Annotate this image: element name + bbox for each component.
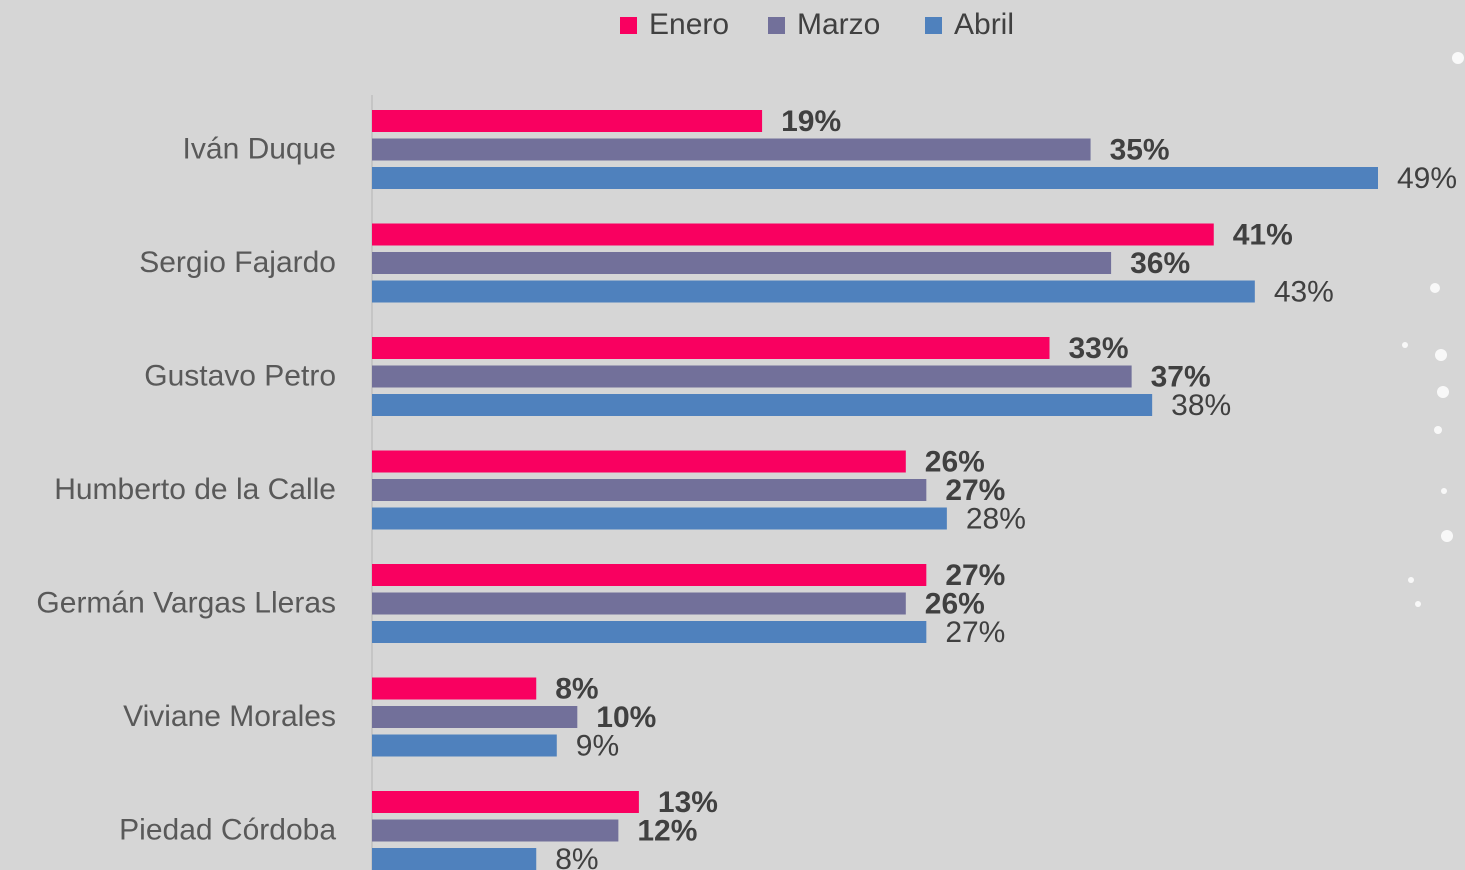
bar xyxy=(372,337,1050,359)
value-label: 41% xyxy=(1233,218,1293,251)
bar xyxy=(372,365,1132,388)
value-label: 8% xyxy=(555,672,598,705)
decoration xyxy=(1402,52,1464,607)
bar xyxy=(372,167,1378,189)
value-label: 37% xyxy=(1151,360,1211,393)
value-label: 49% xyxy=(1397,162,1457,195)
bar xyxy=(372,791,639,813)
bar xyxy=(372,706,578,728)
value-label: 27% xyxy=(945,616,1005,649)
bar xyxy=(372,110,763,132)
legend-label: Abril xyxy=(954,8,1014,41)
value-label: 19% xyxy=(781,105,841,138)
value-label: 27% xyxy=(945,559,1005,592)
value-label: 35% xyxy=(1110,133,1170,166)
value-label: 8% xyxy=(555,843,598,870)
value-label: 27% xyxy=(945,474,1005,507)
bar xyxy=(372,621,927,643)
bar xyxy=(372,848,537,870)
bar xyxy=(372,592,906,615)
bar xyxy=(372,138,1091,161)
bar xyxy=(372,507,947,530)
value-label: 9% xyxy=(576,729,619,762)
bar xyxy=(372,479,927,501)
bar xyxy=(372,394,1153,416)
value-label: 26% xyxy=(925,587,985,620)
category-label: Iván Duque xyxy=(183,132,336,165)
bar xyxy=(372,819,619,842)
value-label: 43% xyxy=(1274,275,1334,308)
legend-label: Marzo xyxy=(797,8,880,41)
bar xyxy=(372,280,1255,303)
value-label: 33% xyxy=(1069,332,1129,365)
bar xyxy=(372,450,906,473)
value-label: 12% xyxy=(637,814,697,847)
bar xyxy=(372,252,1112,274)
category-label: Humberto de la Calle xyxy=(54,473,336,506)
legend-swatch xyxy=(925,17,942,34)
bar xyxy=(372,564,927,586)
category-label: Germán Vargas Lleras xyxy=(36,586,336,619)
legend-swatch xyxy=(768,17,785,34)
value-label: 10% xyxy=(596,701,656,734)
bar xyxy=(372,734,557,757)
category-label: Viviane Morales xyxy=(123,700,336,733)
value-label: 38% xyxy=(1171,389,1231,422)
category-label: Gustavo Petro xyxy=(144,359,336,392)
category-label: Sergio Fajardo xyxy=(139,246,336,279)
legend-label: Enero xyxy=(649,8,729,41)
category-label: Piedad Córdoba xyxy=(119,813,336,846)
value-label: 26% xyxy=(925,445,985,478)
value-label: 28% xyxy=(966,502,1026,535)
value-label: 13% xyxy=(658,786,718,819)
bar xyxy=(372,677,537,700)
bar xyxy=(372,223,1214,246)
legend-swatch xyxy=(620,17,637,34)
value-label: 36% xyxy=(1130,247,1190,280)
